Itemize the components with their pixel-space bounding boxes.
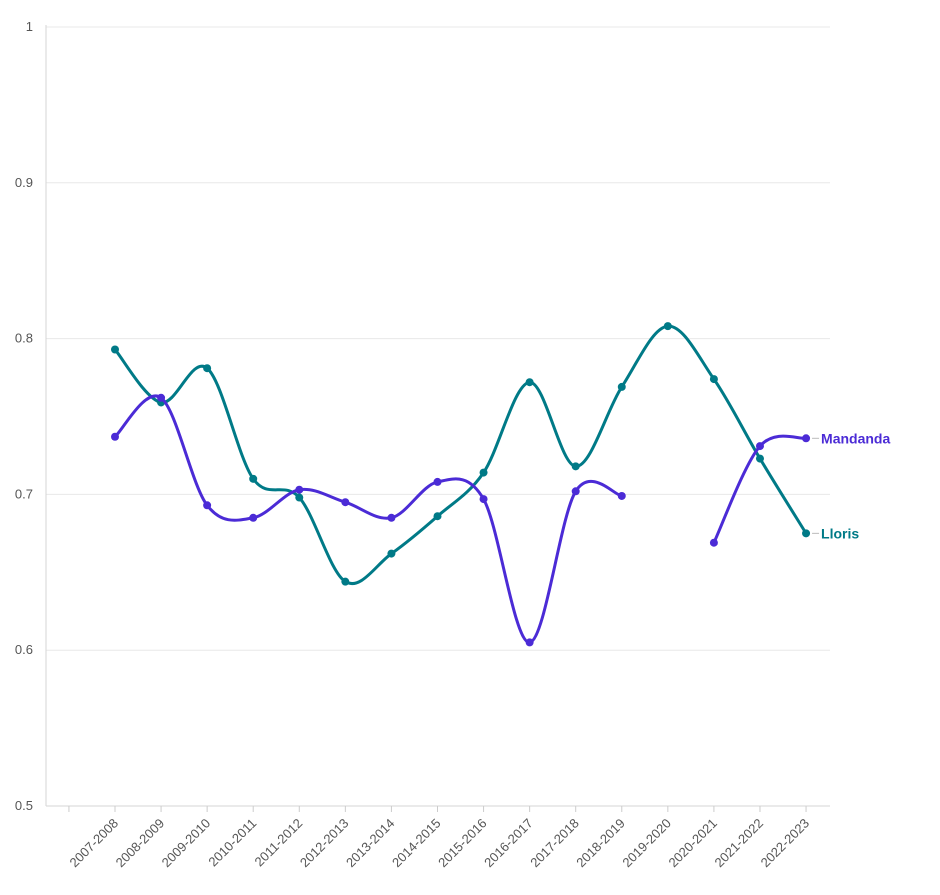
data-point-lloris[interactable] [663,322,672,331]
data-point-mandanda[interactable] [157,393,166,402]
data-point-lloris[interactable] [755,454,764,463]
data-point-lloris[interactable] [249,474,258,483]
data-point-mandanda[interactable] [387,513,396,522]
y-tick-label: 1 [26,19,33,34]
data-point-mandanda[interactable] [249,513,258,522]
x-tick-label: 2010-2011 [205,816,259,870]
x-tick-label: 2021-2022 [712,816,767,871]
data-point-lloris[interactable] [341,577,350,586]
x-tick-label: 2019-2020 [619,816,674,871]
data-point-mandanda[interactable] [525,638,534,647]
data-point-lloris[interactable] [295,493,304,502]
data-point-lloris[interactable] [571,462,580,471]
x-tick-label: 2016-2017 [481,816,536,871]
series-label-mandanda: Mandanda [821,430,890,446]
axes: 0.5 0.6 0.7 0.8 0.9 1 2007-20082008-20092009-2… [15,19,830,870]
series-label-lloris: Lloris [821,525,859,541]
x-tick-label: 2017-2018 [527,816,582,871]
data-point-mandanda[interactable] [802,434,811,443]
series-line-mandanda [712,434,808,545]
data-point-lloris[interactable] [709,375,718,384]
data-point-mandanda[interactable] [479,495,488,504]
data-point-lloris[interactable] [203,364,212,373]
data-point-mandanda[interactable] [709,538,718,547]
grid [46,26,830,651]
y-tick-label: 0.7 [15,486,33,501]
data-point-mandanda[interactable] [341,498,350,507]
x-tick-label: 2011-2012 [252,816,306,870]
x-tick-label: 2013-2014 [343,816,398,871]
x-tick-label: 2009-2010 [159,816,214,871]
series-line-lloris [113,324,808,586]
series-line-mandanda [113,394,624,644]
x-tick-label: 2018-2019 [573,816,628,871]
x-tick-label: 2015-2016 [435,816,490,871]
data-point-lloris[interactable] [617,382,626,391]
series-labels: Lloris Mandanda [812,430,890,541]
data-point-mandanda[interactable] [571,487,580,496]
x-tick-label: 2020-2021 [665,816,720,871]
y-tick-label: 0.8 [15,331,33,346]
y-tick-label: 0.9 [15,175,33,190]
data-point-lloris[interactable] [111,345,119,354]
data-point-mandanda[interactable] [617,491,626,500]
data-point-lloris[interactable] [525,378,534,387]
data-point-lloris[interactable] [479,468,488,477]
data-point-mandanda[interactable] [433,477,442,486]
data-point-lloris[interactable] [802,529,811,538]
y-tick-label: 0.5 [15,798,33,813]
x-tick-label: 2022-2023 [758,816,813,871]
data-point-mandanda[interactable] [203,501,212,510]
data-point-lloris[interactable] [387,549,396,558]
data-point-mandanda[interactable] [755,442,764,451]
x-tick-label: 2012-2013 [297,816,352,871]
data-point-lloris[interactable] [433,512,442,521]
data-point-mandanda[interactable] [295,485,304,494]
series-layer [111,322,811,647]
x-tick-label: 2007-2008 [67,816,122,871]
data-point-mandanda[interactable] [111,432,119,441]
x-tick-label: 2014-2015 [389,816,444,871]
y-tick-label: 0.6 [15,642,33,657]
x-tick-label: 2008-2009 [113,816,168,871]
